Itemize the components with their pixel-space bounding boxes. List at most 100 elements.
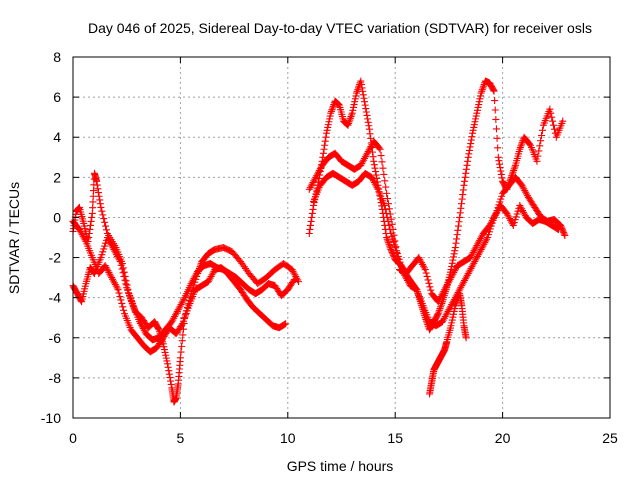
x-tick-label: 10 bbox=[280, 430, 296, 446]
data-point bbox=[511, 163, 519, 171]
data-point bbox=[102, 226, 110, 234]
data-point bbox=[167, 377, 175, 385]
data-point bbox=[491, 106, 499, 114]
data-point bbox=[493, 134, 501, 142]
data-point bbox=[116, 293, 124, 301]
data-point bbox=[305, 229, 313, 237]
data-point bbox=[384, 237, 392, 245]
data-point bbox=[347, 113, 355, 121]
data-point bbox=[357, 77, 365, 85]
y-tick-label: 2 bbox=[53, 169, 61, 185]
data-point bbox=[166, 374, 174, 382]
data-point bbox=[363, 111, 371, 119]
data-point bbox=[495, 157, 503, 165]
data-point bbox=[497, 170, 505, 178]
data-point bbox=[360, 94, 368, 102]
data-point bbox=[345, 118, 353, 126]
data-point bbox=[307, 217, 315, 225]
data-point bbox=[113, 284, 121, 292]
data-point bbox=[468, 133, 476, 141]
data-point bbox=[496, 164, 504, 172]
data-point bbox=[451, 247, 459, 255]
data-points bbox=[69, 77, 569, 406]
data-point bbox=[122, 280, 130, 288]
data-point bbox=[309, 205, 317, 213]
data-point bbox=[377, 152, 385, 160]
x-tick-label: 20 bbox=[495, 430, 511, 446]
data-point bbox=[383, 213, 391, 221]
data-point bbox=[550, 125, 558, 133]
data-point bbox=[364, 118, 372, 126]
data-point bbox=[372, 171, 380, 179]
data-point bbox=[491, 97, 499, 105]
data-point bbox=[373, 184, 381, 192]
data-point bbox=[463, 161, 471, 169]
data-point bbox=[479, 84, 487, 92]
data-point bbox=[426, 283, 434, 291]
data-point bbox=[85, 229, 93, 237]
data-point bbox=[535, 147, 543, 155]
data-point bbox=[385, 221, 393, 229]
data-point bbox=[328, 106, 336, 114]
series-trace-6 bbox=[310, 169, 562, 330]
data-point bbox=[448, 259, 456, 267]
data-point bbox=[178, 321, 186, 329]
data-point bbox=[322, 133, 330, 141]
data-point bbox=[165, 367, 173, 375]
data-point bbox=[497, 167, 505, 175]
data-point bbox=[457, 200, 465, 208]
data-point bbox=[384, 239, 392, 247]
data-point bbox=[88, 213, 96, 221]
data-point bbox=[547, 109, 555, 117]
data-point bbox=[359, 87, 367, 95]
data-point bbox=[179, 331, 187, 339]
data-point bbox=[177, 348, 185, 356]
data-point bbox=[319, 149, 327, 157]
data-point bbox=[436, 305, 444, 313]
data-point bbox=[308, 213, 316, 221]
chart-title: Day 046 of 2025, Sidereal Day-to-day VTE… bbox=[88, 20, 592, 36]
data-point bbox=[465, 150, 473, 158]
data-point bbox=[346, 116, 354, 124]
data-point bbox=[383, 234, 391, 241]
data-point bbox=[364, 115, 372, 123]
data-point bbox=[464, 157, 472, 165]
data-point bbox=[320, 145, 328, 153]
data-point bbox=[87, 217, 95, 225]
data-point bbox=[176, 354, 184, 362]
y-axis-title: SDTVAR / TECUs bbox=[6, 182, 22, 294]
data-point bbox=[118, 299, 126, 307]
data-point bbox=[344, 121, 352, 129]
data-point bbox=[381, 205, 389, 213]
data-point bbox=[118, 265, 126, 273]
data-point bbox=[537, 137, 545, 145]
data-point bbox=[437, 301, 445, 309]
series-trace-2 bbox=[69, 234, 298, 344]
data-point bbox=[550, 121, 558, 129]
data-point bbox=[380, 170, 388, 178]
data-point bbox=[290, 276, 298, 284]
data-point bbox=[492, 115, 500, 123]
data-point bbox=[465, 146, 473, 154]
data-point bbox=[95, 192, 103, 200]
data-point bbox=[167, 380, 175, 388]
data-point bbox=[456, 213, 464, 221]
data-point bbox=[467, 136, 475, 144]
axis-ticks bbox=[72, 56, 611, 419]
data-point bbox=[353, 89, 361, 97]
x-tick-label: 5 bbox=[177, 430, 185, 446]
data-point bbox=[538, 132, 546, 140]
data-point bbox=[453, 231, 461, 239]
data-point bbox=[382, 183, 390, 191]
data-point bbox=[478, 87, 486, 95]
data-point bbox=[369, 153, 377, 161]
data-point bbox=[516, 144, 524, 152]
data-point bbox=[119, 269, 127, 277]
data-point bbox=[510, 166, 518, 174]
data-point bbox=[98, 207, 106, 215]
data-point bbox=[308, 209, 316, 217]
data-point bbox=[381, 177, 389, 185]
data-point bbox=[307, 221, 315, 229]
data-point bbox=[370, 161, 378, 169]
data-point bbox=[461, 173, 469, 181]
